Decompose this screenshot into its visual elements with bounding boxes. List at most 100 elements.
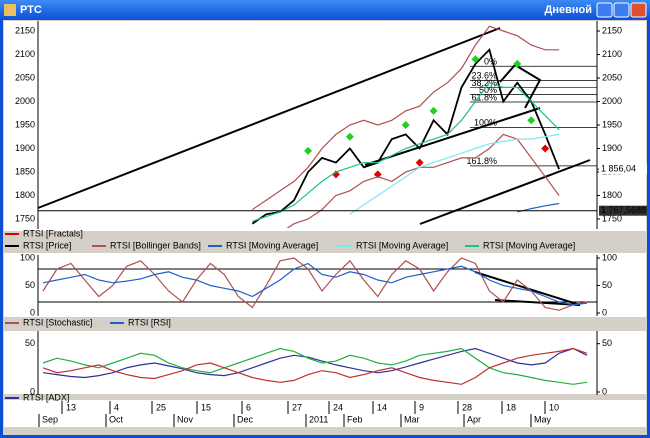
fractal-marker: [541, 144, 550, 153]
series-line: [42, 347, 588, 385]
day-label: 4: [114, 402, 119, 412]
day-label: 14: [377, 402, 387, 412]
y-tick-label: 0: [602, 386, 607, 396]
price-label: 1 856,04: [601, 164, 636, 174]
y-tick-label: 1950: [15, 119, 35, 129]
y-tick-label: 50: [25, 338, 35, 348]
day-label: 28: [462, 402, 472, 412]
y-tick-label: 1750: [602, 213, 622, 223]
y-tick-label: 2150: [602, 25, 622, 35]
time-axis: [4, 400, 646, 427]
y-tick-label: 50: [25, 280, 35, 290]
series-line: [42, 257, 588, 311]
price-panel: [4, 21, 646, 231]
fibonacci-label: 38.2%: [471, 78, 497, 88]
y-tick-label: 0: [30, 307, 35, 317]
legend-label: RTSI [Fractals]: [23, 228, 83, 238]
window-title: РТС: [20, 4, 42, 16]
y-tick-label: 100: [602, 252, 617, 262]
y-tick-label: 2000: [15, 96, 35, 106]
day-label: 10: [549, 402, 559, 412]
y-tick-label: 2150: [15, 25, 35, 35]
month-label: Apr: [467, 414, 481, 424]
y-tick-label: 2050: [15, 72, 35, 82]
legend-label: RTSI [RSI]: [128, 317, 171, 327]
y-tick-label: 0: [30, 386, 35, 396]
month-label: Mar: [404, 414, 420, 424]
fibonacci-label: 23.6%: [471, 71, 497, 81]
month-label: Dec: [237, 414, 254, 424]
y-tick-label: 2100: [602, 49, 622, 59]
trend-line: [37, 27, 501, 209]
y-tick-label: 1900: [602, 143, 622, 153]
month-label: May: [534, 414, 552, 424]
month-label: Sep: [42, 414, 58, 424]
price-label: 1 767,5688: [601, 205, 646, 215]
day-label: 9: [419, 402, 424, 412]
legend-label: RTSI [Stochastic]: [23, 317, 92, 327]
fractal-marker: [429, 106, 438, 115]
y-tick-label: 1800: [602, 190, 622, 200]
series-line: [286, 133, 560, 228]
fractal-marker: [401, 121, 410, 129]
close-button[interactable]: [630, 2, 647, 18]
legend-label: RTSI [Bollinger Bands]: [110, 240, 201, 250]
fractal-marker: [304, 146, 313, 155]
fibonacci-label: 0%: [484, 57, 497, 67]
legend-label: RTSI [Moving Average]: [356, 240, 448, 250]
y-tick-label: 2050: [602, 72, 622, 82]
fractal-marker: [471, 55, 480, 64]
day-label: 13: [66, 402, 76, 412]
fractal-marker: [373, 170, 382, 179]
y-tick-label: 1800: [15, 190, 35, 200]
y-tick-label: 1900: [15, 143, 35, 153]
y-tick-label: 1750: [15, 213, 35, 223]
oscillator-panel: [4, 253, 646, 317]
y-tick-label: 1950: [602, 119, 622, 129]
series-line: [251, 48, 560, 225]
fibonacci-label: 50%: [479, 85, 497, 95]
fractal-marker: [415, 158, 424, 167]
legend-label: RTSI [Moving Average]: [226, 240, 318, 250]
day-label: 24: [333, 402, 343, 412]
month-label: 2011: [309, 414, 328, 424]
month-label: Feb: [347, 414, 363, 424]
fibonacci-label: 161.8%: [466, 156, 497, 166]
day-label: 6: [246, 402, 251, 412]
day-label: 27: [292, 402, 302, 412]
fractal-marker: [527, 116, 536, 125]
series-line: [251, 25, 560, 211]
series-line: [349, 133, 560, 215]
price-label-box: [599, 205, 647, 216]
series-line: [42, 262, 588, 306]
plot: [42, 257, 588, 311]
day-label: 25: [156, 402, 166, 412]
pattern-line: [499, 63, 542, 109]
day-label: 18: [506, 402, 516, 412]
minimize-button[interactable]: [596, 2, 613, 18]
y-tick-label: 1850: [15, 166, 35, 176]
y-tick-label: 2000: [602, 96, 622, 106]
price-label-box: [599, 164, 647, 175]
y-tick-label: 0: [602, 307, 607, 317]
series-line: [252, 81, 560, 222]
trend-line: [364, 107, 541, 166]
legend-label: RTSI [ADX]: [23, 392, 69, 402]
month-label: Nov: [177, 414, 194, 424]
fibonacci-label: 61.8%: [471, 92, 497, 102]
y-tick-label: 100: [20, 252, 35, 262]
maximize-button[interactable]: [613, 2, 630, 18]
legend-label: RTSI [Price]: [23, 240, 71, 250]
fibonacci-label: 100%: [474, 118, 497, 128]
month-label: Oct: [109, 414, 124, 424]
series-line: [42, 347, 588, 379]
title-bar: [0, 0, 650, 20]
day-label: 15: [201, 402, 211, 412]
y-tick-label: 2100: [15, 49, 35, 59]
fractal-marker: [345, 132, 354, 141]
fractal-marker: [513, 59, 522, 68]
timeframe: Дневной: [545, 4, 593, 16]
window-icon: [4, 4, 16, 16]
legend-label: RTSI [Moving Average]: [483, 240, 575, 250]
